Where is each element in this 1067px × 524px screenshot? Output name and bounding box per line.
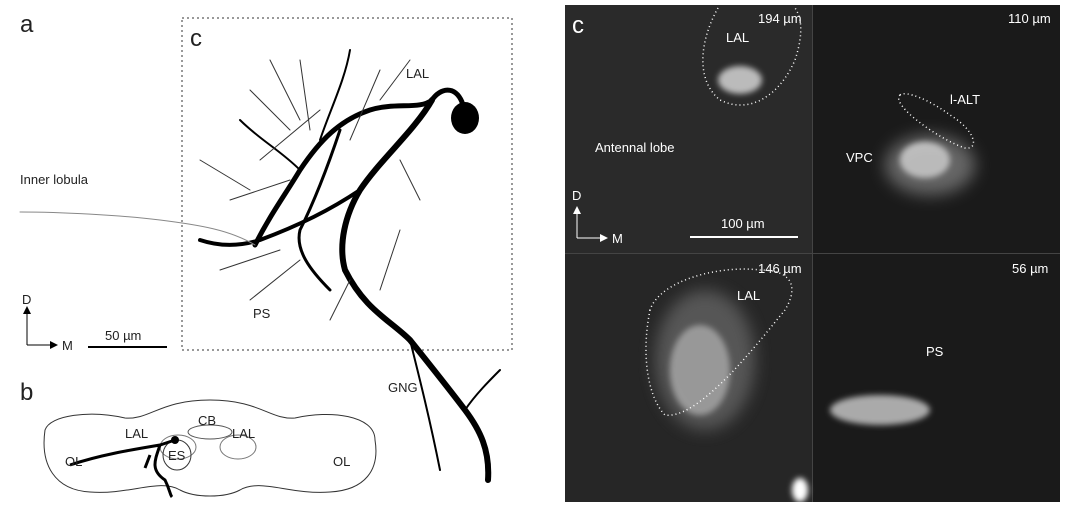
- soma: [171, 436, 179, 444]
- region-label: OL: [65, 454, 82, 469]
- region-label: GNG: [388, 380, 418, 395]
- region-label: LAL: [726, 30, 749, 45]
- panel-c: c 194 µm LAL Antennal lobe 110 µm l-ALT …: [565, 5, 1060, 502]
- region-label: LAL: [737, 288, 760, 303]
- region-label: PS: [926, 344, 944, 359]
- panel-label: a: [20, 11, 34, 38]
- panel-label: c: [572, 12, 584, 39]
- divider: [565, 253, 1060, 254]
- axis-label: D: [572, 188, 581, 203]
- axis-label: M: [62, 338, 73, 353]
- region-label: CB: [198, 413, 216, 428]
- scale-label: 100 µm: [721, 216, 765, 231]
- region-label: Inner lobula: [20, 172, 89, 187]
- figure: a c Inner lobula LAL PS GNG D M: [0, 0, 1067, 524]
- region-label: LAL: [406, 66, 429, 81]
- axis-label: M: [612, 231, 623, 246]
- region-label: PS: [253, 306, 271, 321]
- quadrant: [565, 5, 812, 253]
- region-label: VPC: [846, 150, 873, 165]
- panel-label: b: [20, 379, 33, 406]
- panel-a: a c Inner lobula LAL PS GNG D M: [20, 11, 512, 480]
- scale-label: 50 µm: [105, 328, 141, 343]
- orientation-axes: [23, 306, 58, 349]
- region-label: LAL: [232, 426, 255, 441]
- panel-b: b CB LAL LAL ES OL OL: [20, 379, 376, 497]
- region-label: ES: [168, 448, 186, 463]
- region-label: Antennal lobe: [595, 140, 675, 155]
- inset-label: c: [190, 25, 202, 52]
- region-label: OL: [333, 454, 350, 469]
- depth-label: 110 µm: [1008, 11, 1051, 26]
- axis-label: D: [22, 292, 31, 307]
- depth-label: 146 µm: [758, 261, 802, 276]
- depth-label: 56 µm: [1012, 261, 1048, 276]
- depth-label: 194 µm: [758, 11, 802, 26]
- region-label: l-ALT: [950, 92, 980, 107]
- region-label: LAL: [125, 426, 148, 441]
